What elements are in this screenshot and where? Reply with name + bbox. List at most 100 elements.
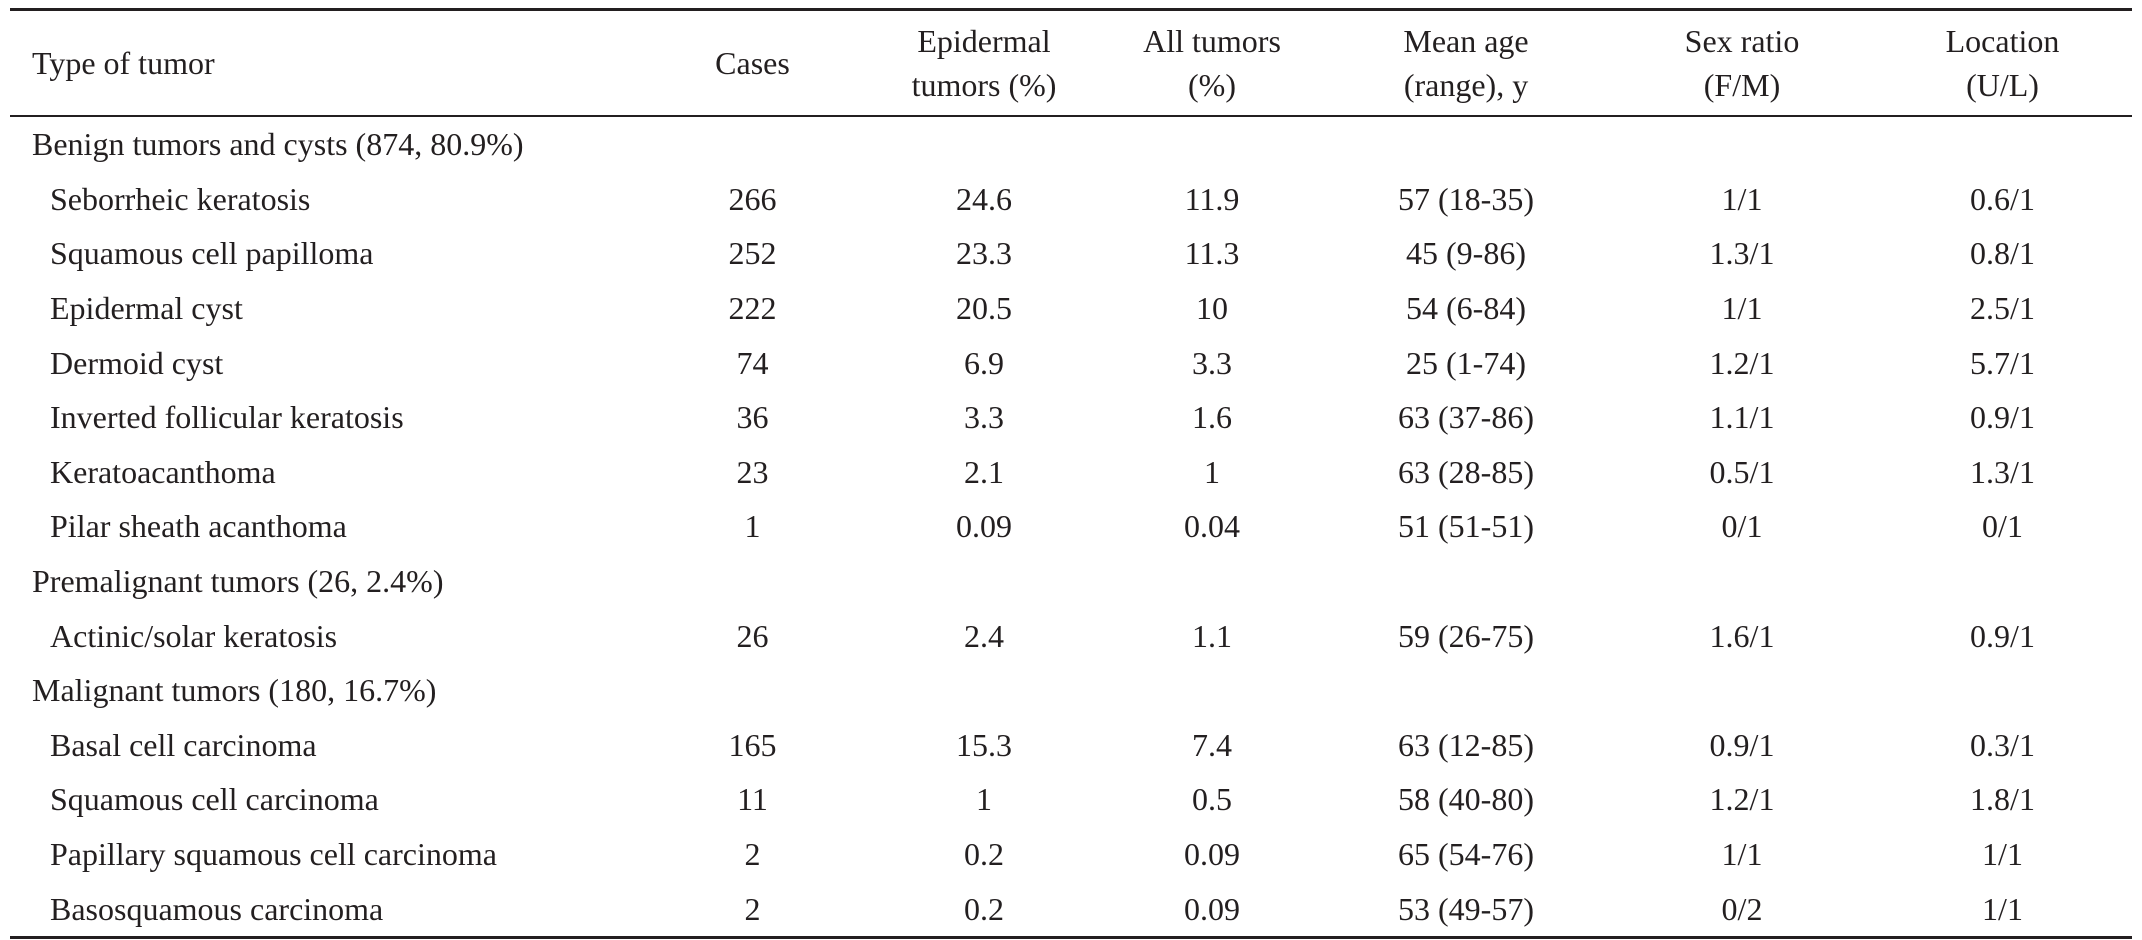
table-row: Inverted follicular keratosis 36 3.3 1.6… — [10, 390, 2132, 445]
table-row: Basosquamous carcinoma 2 0.2 0.09 53 (49… — [10, 881, 2132, 938]
table-row: Squamous cell papilloma 252 23.3 11.3 45… — [10, 226, 2132, 281]
section-title: Malignant tumors (180, 16.7%) — [32, 672, 437, 709]
header-all-line2: (%) — [1188, 67, 1236, 103]
table-header: Type of tumor Cases Epidermal tumors (%)… — [10, 9, 2132, 117]
header-location: Location (U/L) — [1873, 10, 2132, 117]
header-epidermal-tumors: Epidermal tumors (%) — [865, 10, 1103, 117]
cell-sex: 0/1 — [1721, 508, 1763, 545]
cell-age: 51 (51-51) — [1398, 508, 1534, 545]
header-loc-line2: (U/L) — [1966, 67, 2039, 103]
cell-type: Actinic/solar keratosis — [50, 617, 338, 654]
cell-all: 10 — [1196, 290, 1228, 327]
cell-age: 54 (6-84) — [1406, 290, 1526, 327]
cell-age: 45 (9-86) — [1406, 235, 1526, 272]
cell-epidermal: 0.09 — [956, 508, 1012, 545]
cell-cases: 23 — [736, 453, 769, 490]
cell-sex: 1/1 — [1721, 290, 1763, 327]
cell-sex: 0.5/1 — [1709, 453, 1775, 490]
cell-all: 1.1 — [1192, 617, 1232, 654]
cell-sex: 1.1/1 — [1709, 399, 1775, 436]
cell-sex: 1/1 — [1721, 180, 1763, 217]
cell-location: 0.8/1 — [1970, 235, 2035, 272]
table-row: Pilar sheath acanthoma 1 0.09 0.04 51 (5… — [10, 499, 2132, 554]
cell-age: 63 (28-85) — [1398, 453, 1534, 490]
cell-location: 2.5/1 — [1970, 290, 2035, 327]
cell-cases: 36 — [736, 399, 769, 436]
cell-cases: 252 — [728, 235, 777, 272]
cell-epidermal: 3.3 — [964, 399, 1004, 436]
section-row-benign: Benign tumors and cysts (874, 80.9%) — [10, 116, 2132, 172]
cell-cases: 1 — [744, 508, 761, 545]
cell-all: 0.5 — [1192, 781, 1232, 818]
table-row: Epidermal cyst 222 20.5 10 54 (6-84) 1/1… — [10, 281, 2132, 336]
tumor-table: Type of tumor Cases Epidermal tumors (%)… — [10, 8, 2132, 939]
header-epidermal-line2: tumors (%) — [911, 67, 1057, 103]
tumor-table-container: Type of tumor Cases Epidermal tumors (%)… — [10, 8, 2132, 939]
cell-location: 0/1 — [1982, 508, 2023, 545]
cell-age: 58 (40-80) — [1398, 781, 1534, 818]
cell-epidermal: 0.2 — [964, 890, 1004, 927]
header-loc-line1: Location — [1945, 23, 2060, 59]
cell-epidermal: 1 — [976, 781, 992, 818]
cell-sex: 1/1 — [1721, 836, 1763, 873]
cell-sex: 1.6/1 — [1709, 617, 1775, 654]
table-body: Benign tumors and cysts (874, 80.9%) Seb… — [10, 116, 2132, 938]
cell-type: Papillary squamous cell carcinoma — [50, 836, 497, 873]
cell-type: Inverted follicular keratosis — [50, 399, 404, 436]
table-row: Seborrheic keratosis 266 24.6 11.9 57 (1… — [10, 172, 2132, 227]
cell-type: Dermoid cyst — [50, 344, 224, 381]
cell-location: 0.3/1 — [1970, 726, 2035, 763]
cell-epidermal: 20.5 — [956, 290, 1012, 327]
cell-location: 1.8/1 — [1970, 781, 2035, 818]
header-mean-age: Mean age (range), y — [1321, 10, 1611, 117]
cell-age: 63 (37-86) — [1398, 399, 1534, 436]
cell-all: 0.04 — [1184, 508, 1240, 545]
cell-sex: 0/2 — [1721, 890, 1763, 927]
cell-cases: 165 — [728, 726, 777, 763]
cell-type: Basal cell carcinoma — [50, 726, 317, 763]
cell-sex: 1.3/1 — [1709, 235, 1775, 272]
cell-cases: 26 — [736, 617, 769, 654]
header-epidermal-line1: Epidermal — [917, 23, 1051, 59]
header-all-line1: All tumors — [1143, 23, 1281, 59]
cell-epidermal: 2.1 — [964, 453, 1004, 490]
cell-all: 0.09 — [1184, 890, 1240, 927]
cell-age: 25 (1-74) — [1406, 344, 1526, 381]
cell-location: 1/1 — [1982, 836, 2023, 873]
table-row: Keratoacanthoma 23 2.1 1 63 (28-85) 0.5/… — [10, 445, 2132, 500]
cell-location: 1.3/1 — [1970, 453, 2035, 490]
cell-epidermal: 24.6 — [956, 180, 1012, 217]
cell-all: 0.09 — [1184, 836, 1240, 873]
table-row: Basal cell carcinoma 165 15.3 7.4 63 (12… — [10, 718, 2132, 773]
cell-epidermal: 6.9 — [964, 344, 1004, 381]
cell-epidermal: 15.3 — [956, 726, 1012, 763]
cell-age: 53 (49-57) — [1398, 890, 1534, 927]
section-row-malignant: Malignant tumors (180, 16.7%) — [10, 663, 2132, 718]
cell-all: 11.3 — [1184, 235, 1240, 272]
cell-type: Squamous cell papilloma — [50, 235, 374, 272]
cell-epidermal: 2.4 — [964, 617, 1004, 654]
cell-location: 0.6/1 — [1970, 180, 2035, 217]
cell-type: Keratoacanthoma — [50, 453, 276, 490]
cell-all: 7.4 — [1192, 726, 1232, 763]
cell-cases: 266 — [728, 180, 777, 217]
cell-epidermal: 23.3 — [956, 235, 1012, 272]
header-type-of-tumor: Type of tumor — [10, 10, 640, 117]
section-title: Benign tumors and cysts (874, 80.9%) — [32, 126, 524, 163]
section-row-premalignant: Premalignant tumors (26, 2.4%) — [10, 554, 2132, 609]
cell-cases: 222 — [728, 290, 777, 327]
cell-location: 0.9/1 — [1970, 617, 2035, 654]
cell-type: Pilar sheath acanthoma — [50, 508, 347, 545]
cell-cases: 2 — [744, 890, 761, 927]
header-age-line1: Mean age — [1403, 23, 1529, 59]
header-cases: Cases — [640, 10, 865, 117]
cell-sex: 1.2/1 — [1709, 344, 1775, 381]
cell-all: 3.3 — [1192, 344, 1232, 381]
header-sex-line1: Sex ratio — [1684, 23, 1800, 59]
cell-type: Squamous cell carcinoma — [50, 781, 379, 818]
header-sex-line2: (F/M) — [1703, 67, 1781, 103]
table-row: Dermoid cyst 74 6.9 3.3 25 (1-74) 1.2/1 … — [10, 335, 2132, 390]
header-type-label: Type of tumor — [32, 45, 215, 81]
cell-age: 59 (26-75) — [1398, 617, 1534, 654]
table-row: Squamous cell carcinoma 11 1 0.5 58 (40-… — [10, 772, 2132, 827]
